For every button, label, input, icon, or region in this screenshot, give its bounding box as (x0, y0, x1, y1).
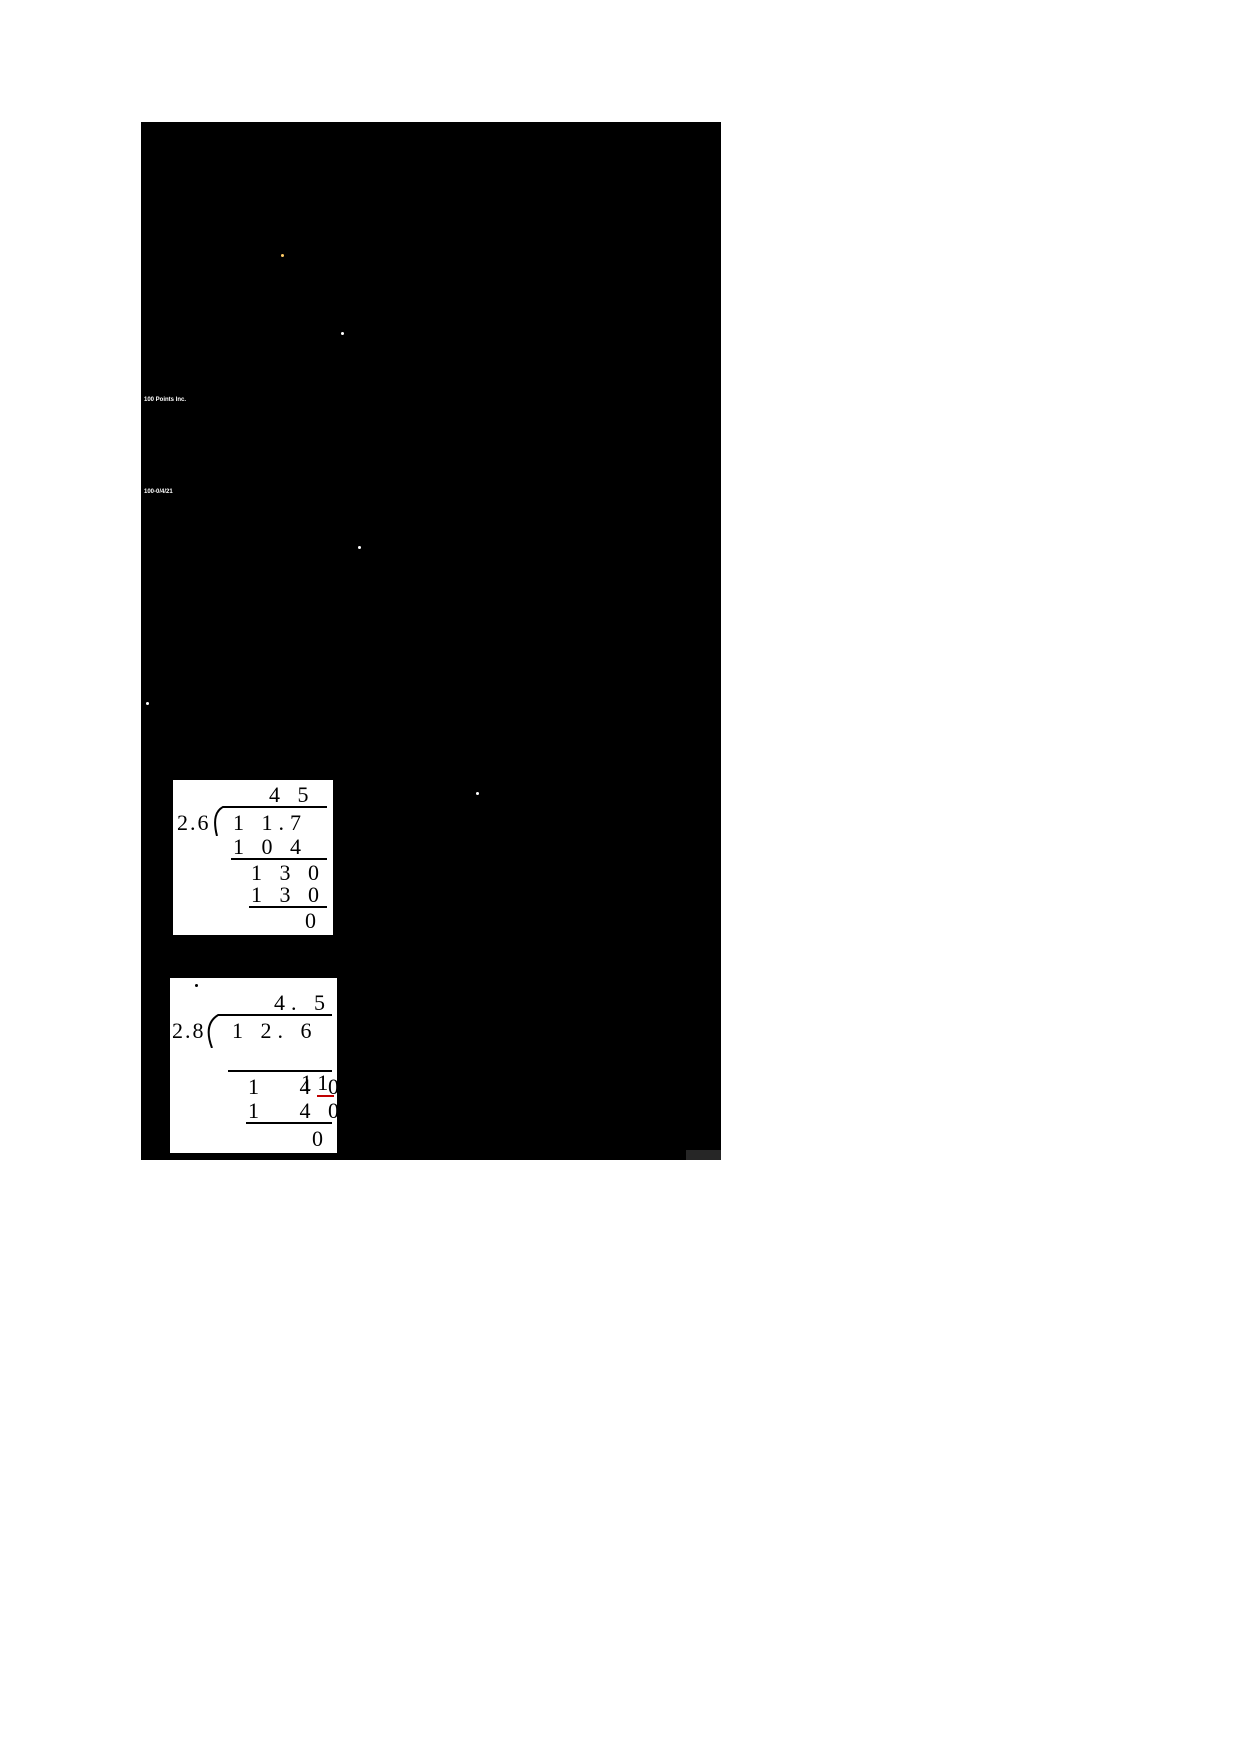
speck-dot (341, 332, 344, 335)
ld2-bracket (204, 1014, 222, 1048)
page: 100 Points Inc. 100-0/4/21 4 5 2.6 1 1.7… (0, 0, 1240, 1754)
panel-label-2: 100-0/4/21 (144, 489, 173, 495)
panel-label-1: 100 Points Inc. (144, 397, 186, 403)
ld2-top-dot (195, 984, 198, 987)
ld2-dividend: 1 2. 6 (232, 1018, 318, 1044)
ld1-step: 1 0 4 (233, 834, 307, 860)
speck-dot (146, 702, 149, 705)
ld2-remainder: 0 (312, 1126, 329, 1152)
ld2-vinculum (218, 1014, 332, 1016)
ld1-bracket (211, 806, 227, 836)
ld2-step: 1 4 0 (248, 1074, 345, 1100)
speck-dot (281, 254, 284, 257)
ld2-rule (228, 1070, 332, 1072)
ld1-dividend: 1 1.7 (233, 810, 307, 836)
long-division-1: 4 5 2.6 1 1.7 1 0 4 1 3 0 1 3 0 0 (173, 780, 333, 935)
panel-bottom-tag (686, 1150, 721, 1160)
ld1-step: 1 3 0 (251, 882, 325, 908)
ld1-quotient: 4 5 (269, 782, 315, 808)
ld1-vinculum (223, 806, 327, 808)
ld2-quotient: 4. 5 (274, 990, 331, 1016)
speck-dot (358, 546, 361, 549)
ld2-step: 1 4 0 (248, 1098, 345, 1124)
speck-dot (476, 792, 479, 795)
ld1-divisor: 2.6 (177, 810, 211, 836)
ld1-remainder: 0 (305, 908, 322, 934)
ld2-rule (246, 1122, 332, 1124)
long-division-2: 4. 5 2.8 1 2. 6 11 2 1 4 0 1 4 0 0 (170, 978, 337, 1153)
ld2-divisor: 2.8 (172, 1018, 206, 1044)
